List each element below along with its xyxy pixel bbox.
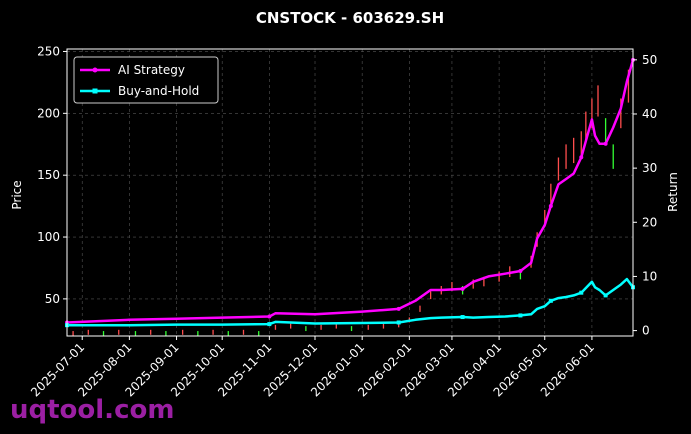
series-marker bbox=[579, 290, 584, 295]
y2-tick-label: 40 bbox=[642, 107, 657, 121]
legend: AI Strategy Buy-and-Hold bbox=[73, 56, 219, 104]
y-tick-label: 200 bbox=[37, 106, 60, 120]
series-marker bbox=[460, 315, 465, 320]
legend-marker-ai-strategy bbox=[92, 67, 98, 73]
y2-tick-label: 0 bbox=[642, 324, 650, 338]
series-marker bbox=[518, 313, 523, 318]
price-axis-ticks: 50 100 150 200 250 bbox=[37, 44, 67, 306]
chart-title: CNSTOCK - 603629.SH bbox=[256, 9, 444, 27]
legend-label-buy-and-hold: Buy-and-Hold bbox=[118, 84, 199, 98]
series-marker bbox=[579, 155, 584, 160]
y-tick-label: 250 bbox=[37, 44, 60, 58]
y2-tick-label: 20 bbox=[642, 215, 657, 229]
plot-frame bbox=[66, 48, 634, 337]
y-tick-label: 100 bbox=[37, 230, 60, 244]
legend-marker-buy-and-hold bbox=[92, 88, 98, 94]
y2-tick-label: 10 bbox=[642, 269, 657, 283]
series-marker bbox=[396, 320, 401, 325]
date-axis-ticks: 2025-07-012025-08-012025-09-012025-10-01… bbox=[28, 336, 597, 399]
series-marker bbox=[548, 204, 553, 209]
y2-tick-label: 30 bbox=[642, 161, 657, 175]
series-marker bbox=[267, 314, 272, 319]
series-marker bbox=[603, 141, 608, 146]
y-tick-label: 50 bbox=[45, 292, 60, 306]
series-marker bbox=[518, 269, 523, 274]
series-marker bbox=[396, 306, 401, 311]
price-candles bbox=[72, 69, 630, 336]
series-marker bbox=[603, 293, 608, 298]
series-marker bbox=[548, 298, 553, 303]
y-axis-label: Price bbox=[10, 180, 24, 209]
watermark: uqtool.com bbox=[10, 395, 174, 425]
series-marker bbox=[267, 322, 272, 327]
return-lines bbox=[65, 57, 635, 328]
y2-tick-label: 50 bbox=[642, 53, 657, 67]
series-marker bbox=[460, 286, 465, 291]
legend-label-ai-strategy: AI Strategy bbox=[118, 63, 185, 77]
y2-axis-label: Return bbox=[666, 172, 680, 212]
grid-lines bbox=[67, 49, 633, 336]
return-axis-ticks: 0 10 20 30 40 50 bbox=[633, 53, 657, 338]
y-tick-label: 150 bbox=[37, 168, 60, 182]
